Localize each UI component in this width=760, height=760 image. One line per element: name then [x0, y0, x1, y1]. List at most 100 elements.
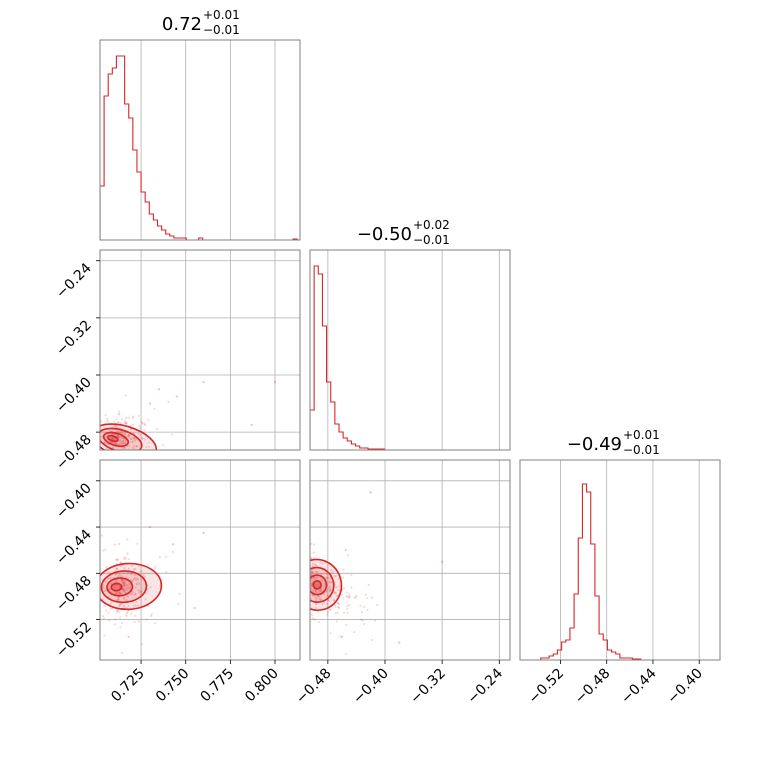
scatter-point [125, 588, 128, 591]
scatter-point [315, 598, 318, 601]
scatter-point [131, 451, 133, 453]
scatter-point [117, 598, 120, 602]
scatter-point [127, 433, 130, 437]
scatter-point [125, 598, 128, 602]
scatter-point [318, 597, 321, 600]
scatter-point [116, 451, 118, 453]
scatter-point [119, 626, 122, 629]
scatter-point [107, 611, 110, 614]
title-plus: +0.01 [623, 428, 660, 442]
scatter-point [133, 436, 136, 439]
scatter-point [314, 596, 318, 600]
scatter-point [111, 437, 114, 440]
y-tick-label: −0.40 [53, 375, 95, 417]
scatter-point [328, 586, 331, 589]
scatter-point [122, 581, 125, 584]
title-plus: +0.02 [413, 218, 450, 232]
contour-level-1 [100, 562, 163, 611]
panel-frame [99, 249, 301, 451]
scatter-point [107, 571, 111, 574]
scatter-point [125, 612, 128, 615]
scatter-point [346, 604, 349, 608]
scatter-point [375, 604, 379, 607]
scatter-point [317, 595, 320, 598]
scatter-point [303, 587, 305, 589]
scatter-point [332, 591, 336, 594]
scatter-point [95, 447, 97, 449]
scatter-point [132, 445, 136, 448]
scatter-point [320, 579, 324, 582]
scatter-point [134, 604, 137, 607]
scatter-point [131, 440, 134, 444]
scatter-point [116, 430, 119, 433]
scatter-point [138, 591, 141, 594]
scatter-point [115, 567, 118, 570]
scatter-point [127, 436, 131, 439]
scatter-point [315, 602, 318, 606]
scatter-point [202, 381, 205, 384]
x-tick-label: −0.24 [464, 665, 506, 707]
panel-frame [99, 39, 301, 241]
scatter-point [102, 584, 105, 587]
scatter-point [121, 582, 125, 585]
scatter-point [326, 594, 329, 597]
scatter-point [91, 449, 93, 451]
scatter-point [127, 609, 130, 612]
scatter-point [329, 576, 332, 580]
x-tick-label: 0.750 [153, 666, 193, 706]
scatter-point [273, 381, 277, 384]
scatter-point [317, 584, 320, 587]
scatter-point [335, 586, 338, 589]
scatter-point [100, 420, 103, 423]
scatter-point [305, 561, 307, 563]
scatter-point [330, 569, 333, 572]
scatter-point [113, 623, 117, 626]
scatter-point [167, 400, 170, 403]
panel-frame [99, 459, 301, 661]
scatter-point [335, 620, 338, 623]
scatter-point [133, 577, 136, 580]
scatter-point [137, 578, 140, 581]
scatter-point [111, 436, 114, 439]
scatter-point [350, 573, 353, 577]
scatter-point [97, 616, 99, 618]
contour-level-3 [310, 574, 328, 596]
scatter-point [138, 582, 141, 585]
scatter-point [313, 595, 316, 598]
scatter-point [319, 561, 322, 564]
scatter-point [304, 568, 306, 570]
scatter-point [364, 593, 368, 596]
scatter-point [101, 534, 104, 537]
scatter-point [283, 558, 285, 560]
scatter-point [317, 595, 320, 598]
contour-level-2 [100, 427, 143, 450]
scatter-point [330, 580, 333, 584]
scatter-point [154, 565, 157, 568]
scatter-point [130, 474, 132, 476]
scatter-point [116, 558, 119, 561]
scatter-point [119, 592, 122, 596]
x-tick-label: −0.40 [664, 666, 706, 708]
scatter-point [136, 542, 139, 545]
scatter-point [332, 570, 335, 574]
scatter-point [114, 573, 117, 576]
scatter-point [339, 635, 342, 638]
scatter-point [370, 638, 373, 642]
scatter-point [119, 592, 122, 595]
scatter-point [110, 450, 112, 452]
panel-frame [519, 459, 721, 661]
scatter-point [125, 614, 128, 618]
scatter-point [124, 442, 127, 445]
scatter-point [346, 554, 350, 557]
scatter-point [122, 446, 125, 449]
scatter-point [177, 602, 180, 606]
scatter-point [115, 464, 117, 466]
scatter-point [121, 453, 123, 455]
scatter-point [123, 589, 126, 592]
scatter-point [333, 591, 337, 594]
scatter-point [121, 579, 124, 582]
scatter-point [119, 575, 122, 578]
scatter-point [145, 445, 148, 449]
scatter-point [121, 431, 124, 434]
scatter-point [290, 583, 292, 585]
